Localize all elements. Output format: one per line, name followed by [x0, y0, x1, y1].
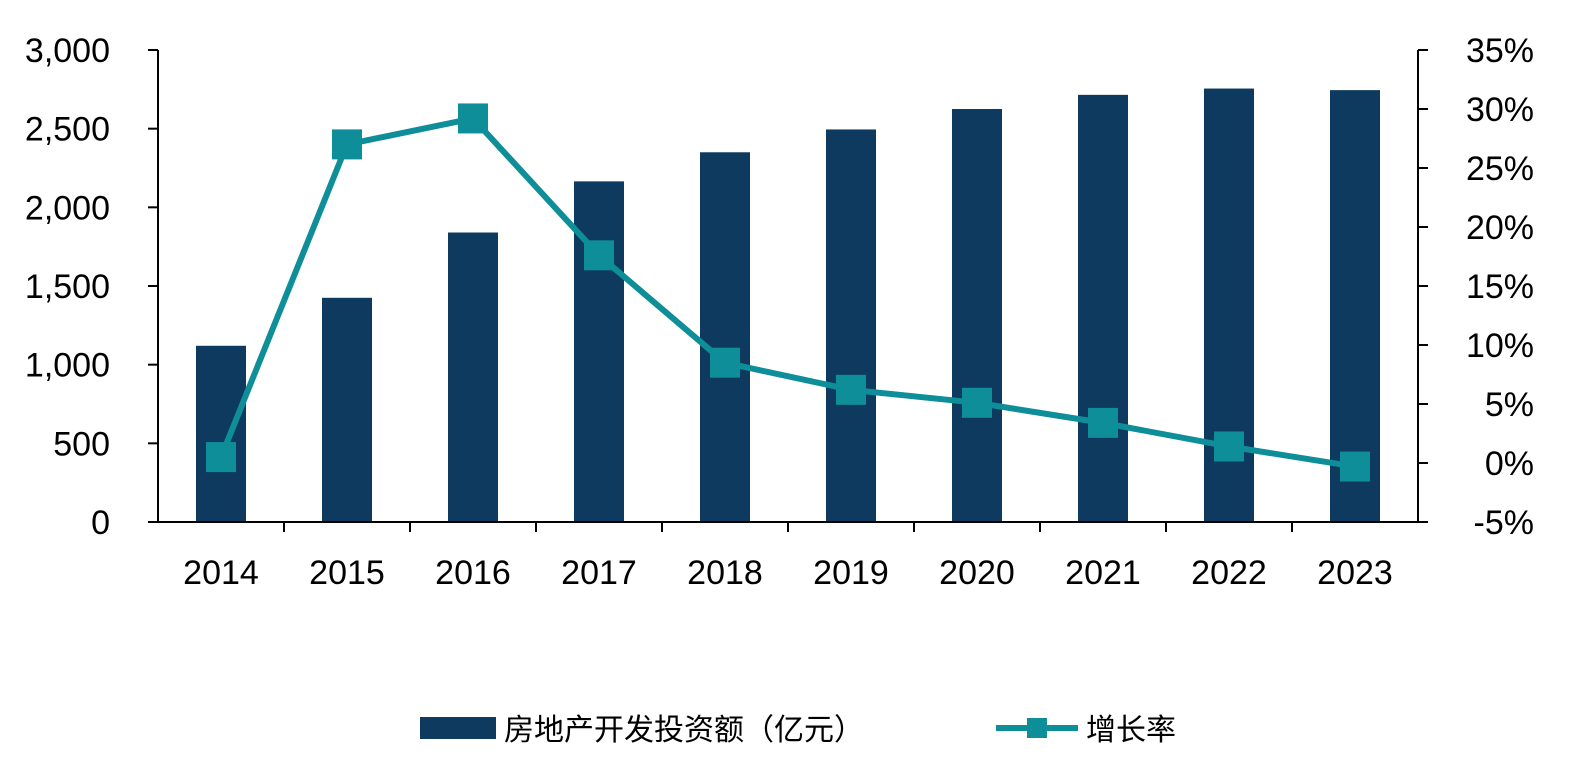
growth-marker [1214, 431, 1244, 462]
x-tick-label: 2020 [939, 554, 1015, 592]
left-tick-label: 3,000 [25, 32, 110, 70]
x-tick-label: 2019 [813, 554, 889, 592]
left-tick-label: 1,000 [25, 347, 110, 385]
growth-line [218, 115, 1356, 470]
legend-bar-label: 房地产开发投资额（亿元） [504, 713, 864, 748]
bar [1330, 90, 1380, 523]
bar [1078, 94, 1128, 522]
right-tick-label: 0% [1485, 445, 1534, 483]
bar [826, 129, 876, 522]
legend: 房地产开发投资额（亿元） 增长率 [420, 713, 1176, 748]
legend-line-marker [1027, 718, 1047, 738]
x-tick-label: 2015 [309, 554, 385, 592]
bar [952, 109, 1002, 522]
right-tick-label: 35% [1466, 32, 1534, 70]
legend-line-label: 增长率 [1086, 713, 1176, 748]
right-tick-label: 5% [1485, 386, 1534, 424]
left-tick-label: 1,500 [25, 268, 110, 306]
right-tick-label: 30% [1466, 91, 1534, 129]
growth-marker [710, 347, 740, 378]
left-tick-label: 500 [53, 425, 110, 463]
x-tick-label: 2023 [1317, 554, 1393, 592]
growth-marker [1088, 407, 1118, 438]
bar [322, 297, 372, 522]
bar [700, 152, 750, 522]
x-tick-label: 2018 [687, 554, 763, 592]
left-tick-label: 2,000 [25, 189, 110, 227]
tick-labels: 0 500 1,000 1,500 2,000 2,500 3,000 -5% 0% 5% 10% 1… [25, 32, 1534, 592]
left-tick-label: 2,500 [25, 111, 110, 149]
right-tick-label: 10% [1466, 327, 1534, 365]
growth-marker [206, 442, 236, 473]
growth-marker [458, 103, 488, 134]
bar [448, 232, 498, 523]
right-tick-label: 25% [1466, 150, 1534, 188]
bar [196, 345, 246, 522]
x-tick-label: 2017 [561, 554, 637, 592]
left-tick-label: 0 [91, 504, 110, 542]
right-tick-label: 20% [1466, 209, 1534, 247]
x-tick-label: 2014 [183, 554, 259, 592]
axes [148, 49, 1428, 532]
growth-marker [962, 387, 992, 418]
right-tick-label: -5% [1474, 504, 1534, 542]
growth-marker [584, 240, 614, 271]
growth-marker [1340, 451, 1370, 482]
x-tick-label: 2016 [435, 554, 511, 592]
growth-marker [836, 374, 866, 405]
growth-marker [332, 129, 362, 160]
x-tick-label: 2022 [1191, 554, 1267, 592]
legend-bar-swatch [420, 717, 496, 739]
right-tick-label: 15% [1466, 268, 1534, 306]
bar-series [196, 88, 1380, 523]
line-series [206, 103, 1370, 482]
x-tick-label: 2021 [1065, 554, 1141, 592]
